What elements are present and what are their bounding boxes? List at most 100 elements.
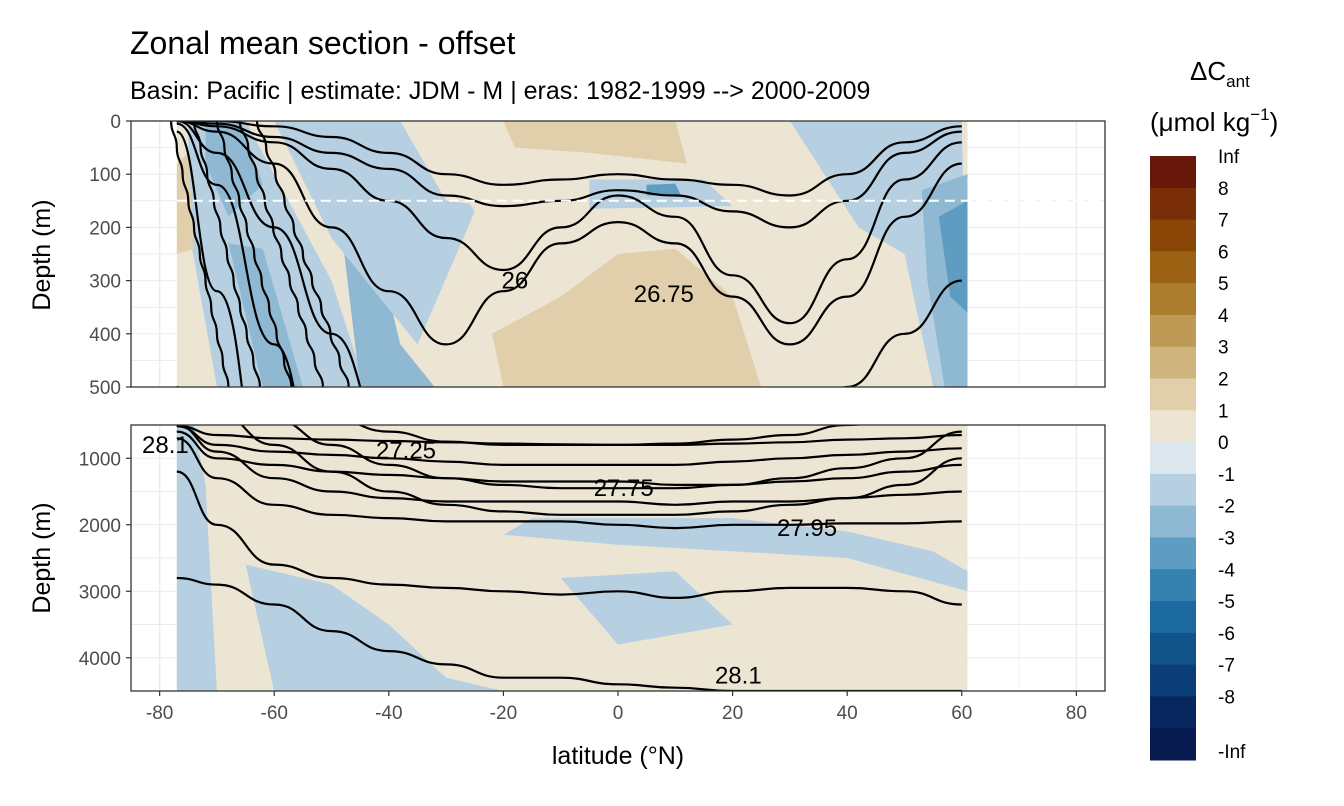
legend-label: 0 xyxy=(1218,433,1229,454)
legend-title-unit: (μmol kg−1) xyxy=(1150,105,1278,137)
legend-label: 5 xyxy=(1218,274,1229,295)
legend-swatch xyxy=(1150,378,1196,411)
legend-swatch xyxy=(1150,632,1196,666)
field-patch xyxy=(274,121,475,345)
field-patch xyxy=(176,152,194,254)
legend-label: -4 xyxy=(1218,560,1235,581)
legend-label: 7 xyxy=(1218,211,1229,232)
legend-label: -7 xyxy=(1218,656,1235,677)
field-patch xyxy=(492,248,762,387)
legend-label: -5 xyxy=(1218,592,1235,613)
isopycnal-line xyxy=(177,392,962,405)
legend-label: 1 xyxy=(1218,401,1229,422)
legend-swatch xyxy=(1150,156,1196,189)
y-tick-label: 500 xyxy=(89,378,121,399)
isopycnal-line xyxy=(255,121,350,387)
legend-label: -Inf xyxy=(1218,742,1246,763)
x-tick-label: -20 xyxy=(490,703,517,724)
isopycnal-line xyxy=(176,576,962,691)
field-patch xyxy=(503,121,687,164)
x-tick-label: 80 xyxy=(1066,703,1087,724)
x-tick-label: -40 xyxy=(375,703,402,724)
isopycnal-line xyxy=(176,121,962,387)
x-tick-label: -60 xyxy=(261,703,288,724)
legend-label: 2 xyxy=(1218,370,1229,391)
legend-swatch xyxy=(1150,505,1196,538)
isopycnal-line xyxy=(176,430,962,486)
isopycnal-line xyxy=(177,392,962,417)
y-tick-label: 3000 xyxy=(79,582,121,603)
legend-label: 6 xyxy=(1218,242,1229,263)
field-patch xyxy=(388,435,504,455)
legend-swatch xyxy=(1150,283,1196,316)
legend-title-main: ΔCant xyxy=(1190,56,1250,91)
field-patch xyxy=(503,518,968,592)
y-tick-label: 1000 xyxy=(79,449,121,470)
legend-label: -3 xyxy=(1218,528,1235,549)
legend-swatch xyxy=(1150,664,1196,697)
legend-swatch xyxy=(1150,251,1196,284)
legend-label: -8 xyxy=(1218,687,1235,708)
legend-swatch xyxy=(1150,410,1196,443)
x-tick-label: -80 xyxy=(146,703,173,724)
field-patch xyxy=(789,121,968,387)
lower-panel: 27.25 27.75 27.95 28.1 28.1 xyxy=(131,392,1105,691)
field-patch xyxy=(228,243,303,387)
isopycnal-line xyxy=(215,121,293,387)
legend-swatch xyxy=(1150,473,1196,507)
contour-label: 27.95 xyxy=(777,515,837,542)
contour-lines xyxy=(176,392,962,691)
legend-label: 8 xyxy=(1218,179,1229,200)
isopycnal-line xyxy=(176,437,962,530)
legend-swatch xyxy=(1150,537,1196,570)
isopycnal-line xyxy=(177,392,962,401)
legend-label: -1 xyxy=(1218,465,1235,486)
field-patch xyxy=(245,564,504,691)
x-axis-label: latitude (°N) xyxy=(552,742,684,770)
x-tick-label: 20 xyxy=(722,703,743,724)
field-patch xyxy=(560,571,733,645)
isopycnal-line xyxy=(291,425,962,490)
field-patch xyxy=(938,200,968,313)
panel-border xyxy=(130,120,1106,388)
contour-label: 27.25 xyxy=(376,437,436,464)
contour-label: 28.1 xyxy=(715,663,762,690)
x-tick-label: 0 xyxy=(613,703,624,724)
y-axis-label-upper: Depth (m) xyxy=(28,199,56,310)
y-tick-label: 100 xyxy=(89,165,121,186)
isopycnal-line xyxy=(176,425,962,506)
x-tick-label: 60 xyxy=(951,703,972,724)
field-patch xyxy=(818,296,951,387)
field-patch xyxy=(176,425,217,691)
y-tick-label: 200 xyxy=(89,218,121,239)
y-tick-label: 4000 xyxy=(79,649,121,670)
isopycnal-line xyxy=(176,470,962,606)
field-patch xyxy=(646,183,681,196)
legend-swatch xyxy=(1150,728,1196,761)
isopycnal-line xyxy=(176,121,962,325)
isopycnal-line xyxy=(170,121,230,387)
y-tick-label: 400 xyxy=(89,325,121,346)
isopycnal-line xyxy=(176,121,962,346)
legend-swatch xyxy=(1150,442,1196,475)
chart-title: Zonal mean section - offset xyxy=(130,25,516,61)
contour-label: 26 xyxy=(502,268,529,295)
legend-swatch xyxy=(1150,569,1196,602)
delta-cant-field xyxy=(176,121,968,387)
isopycnal-line xyxy=(238,121,324,387)
isopycnal-line xyxy=(177,392,962,420)
isopycnal-line xyxy=(176,121,962,197)
y-tick-label: 0 xyxy=(110,112,121,133)
y-tick-label: 2000 xyxy=(79,516,121,537)
contour-label: 28.1 xyxy=(142,432,189,459)
color-legend: ΔCant (μmol kg−1) Inf 8 7 6 5 4 3 2 1 0 -1 -2 -3 -4 -5… xyxy=(1150,56,1278,763)
y-axis-label-lower: Depth (m) xyxy=(28,502,56,613)
legend-label: 4 xyxy=(1218,306,1229,327)
legend-label: 3 xyxy=(1218,338,1229,359)
upper-panel: 26 26.75 xyxy=(131,121,1105,387)
contour-label: 27.75 xyxy=(594,475,654,502)
legend-label: -6 xyxy=(1218,624,1235,645)
chart-subtitle: Basin: Pacific | estimate: JDM - M | era… xyxy=(130,77,870,105)
y-tick-label: 300 xyxy=(89,272,121,293)
